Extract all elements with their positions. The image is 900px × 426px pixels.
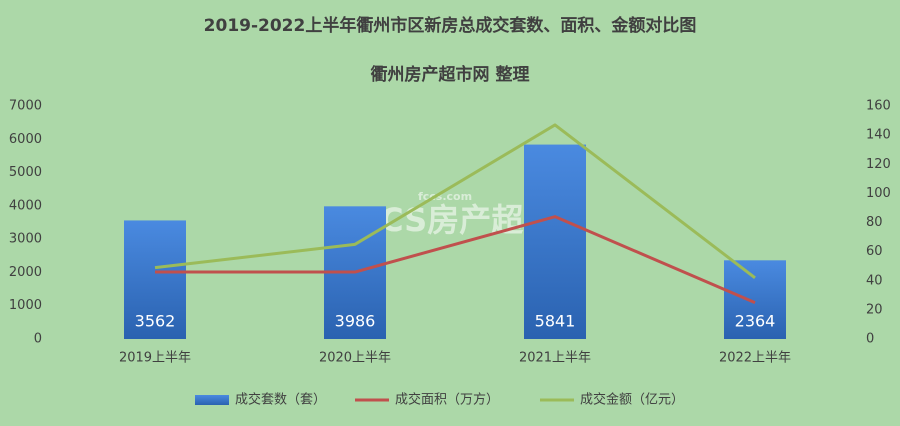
value-label: 5841 xyxy=(535,312,576,331)
y-tick-label: 7000 xyxy=(9,99,42,114)
legend-label: 成交金额（亿元） xyxy=(580,392,684,408)
y-tick-label: 4000 xyxy=(9,198,42,213)
y-tick-label: 1000 xyxy=(9,298,42,313)
value-label: 3986 xyxy=(335,312,376,331)
y-tick-label: 5000 xyxy=(9,165,42,180)
y2-tick-label: 100 xyxy=(866,186,891,201)
x-tick-label: 2019上半年 xyxy=(119,351,191,366)
line xyxy=(154,123,756,280)
chart-subtitle: 衢州房产超市网 整理 xyxy=(371,64,530,85)
y2-tick-label: 160 xyxy=(866,99,891,114)
x-tick-label: 2020上半年 xyxy=(319,351,391,366)
chart-title: 2019-2022上半年衢州市区新房总成交套数、面积、金额对比图 xyxy=(204,15,697,36)
y-tick-label: 6000 xyxy=(9,132,42,147)
y2-tick-label: 20 xyxy=(866,302,883,317)
legend-label: 成交套数（套） xyxy=(235,392,326,408)
legend-swatch xyxy=(195,395,229,405)
bar xyxy=(524,144,586,339)
y2-tick-label: 60 xyxy=(866,244,883,259)
y2-tick-label: 80 xyxy=(866,215,883,230)
value-label: 3562 xyxy=(135,312,176,331)
legend-label: 成交面积（万方） xyxy=(395,392,499,408)
y-tick-label: 3000 xyxy=(9,232,42,247)
line xyxy=(155,215,756,304)
y-tick-label: 0 xyxy=(34,332,42,347)
bar xyxy=(724,260,786,339)
y2-tick-label: 0 xyxy=(866,332,874,347)
x-tick-label: 2022上半年 xyxy=(719,351,791,366)
bar xyxy=(124,220,186,339)
y2-tick-label: 140 xyxy=(866,128,891,143)
x-tick-label: 2021上半年 xyxy=(519,351,591,366)
value-label: 2364 xyxy=(735,312,776,331)
y2-tick-label: 120 xyxy=(866,157,891,172)
y-tick-label: 2000 xyxy=(9,265,42,280)
y2-tick-label: 40 xyxy=(866,273,883,288)
